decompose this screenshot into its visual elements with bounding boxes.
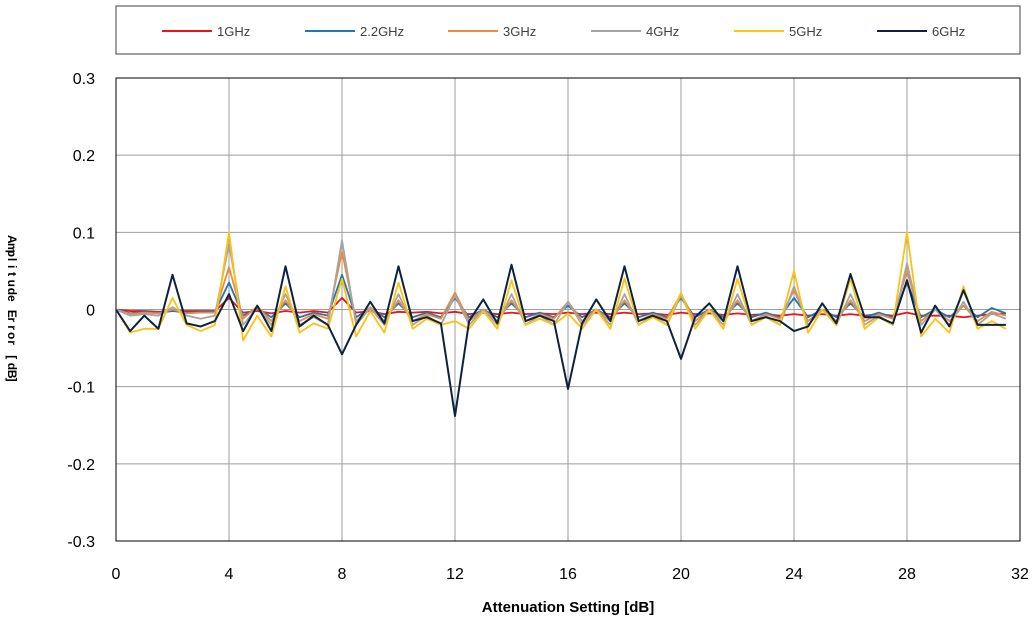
y-tick-label: 0.3 [73,71,95,88]
x-tick-label: 0 [112,566,121,583]
series-line-6GHz [115,263,1006,417]
series-layer [115,231,1007,417]
x-tick-label: 4 [225,566,234,583]
legend-label: 3GHz [503,24,536,39]
legend-label: 1GHz [217,24,250,39]
x-tick-label: 28 [898,566,916,583]
series-line-5GHz [115,231,1007,342]
legend-box [115,5,1021,55]
y-tick-label: 0.2 [73,148,95,165]
legend-label: 6GHz [932,24,965,39]
x-tick-label: 12 [446,566,464,583]
legend-label: 4GHz [646,24,679,39]
y-tick-label: -0.2 [67,457,95,474]
legend-label: 2.2GHz [360,24,404,39]
y-tick-label: -0.3 [67,534,95,551]
x-axis-label: Attenuation Setting [dB] [482,599,654,616]
legend: 1GHz 2.2GHz 3GHz 4GHz 5GHz 6GHz [162,24,965,39]
y-tick-label: -0.1 [67,380,95,397]
x-axis-ticks: 0 4 8 12 16 20 24 28 32 [112,566,1029,583]
y-tick-label: 0.1 [73,225,95,242]
x-tick-label: 16 [559,566,577,583]
y-tick-label: 0 [86,303,95,320]
series-line-4GHz [115,239,1007,326]
x-tick-label: 20 [672,566,690,583]
x-tick-label: 24 [785,566,803,583]
legend-label: 5GHz [789,24,822,39]
y-axis-ticks: 0.3 0.2 0.1 0 -0.1 -0.2 -0.3 [67,71,95,551]
x-tick-label: 32 [1011,566,1029,583]
x-tick-label: 8 [338,566,347,583]
